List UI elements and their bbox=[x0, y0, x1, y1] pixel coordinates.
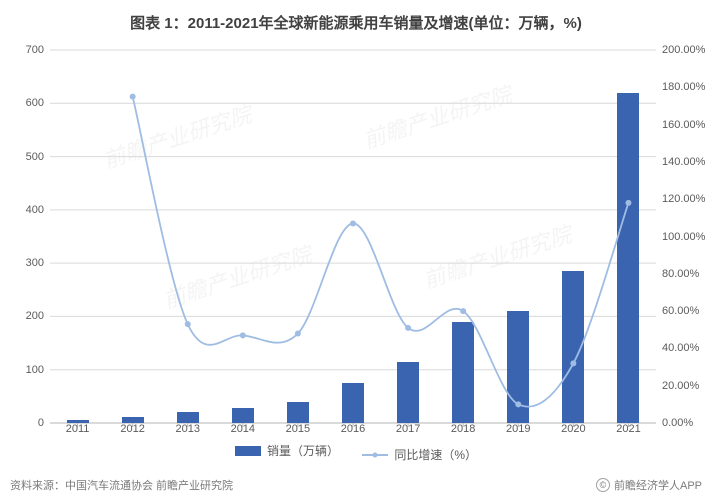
x-tick: 2011 bbox=[66, 423, 90, 435]
y-right-tick: 120.00% bbox=[662, 193, 705, 205]
x-axis: 2011 2012 2013 2014 2015 2016 2017 2018 2019 2020… bbox=[50, 423, 656, 439]
x-tick: 2016 bbox=[341, 423, 365, 435]
y-left-tick: 600 bbox=[26, 97, 44, 109]
x-tick: 2021 bbox=[616, 423, 640, 435]
x-tick: 2018 bbox=[451, 423, 475, 435]
chart-container: 图表 1：2011-2021年全球新能源乘用车销量及增速(单位：万辆，%) 前瞻… bbox=[0, 0, 712, 501]
legend-item-bar: 销量（万辆） bbox=[235, 442, 339, 459]
x-tick: 2019 bbox=[506, 423, 530, 435]
y-right-tick: 100.00% bbox=[662, 231, 705, 243]
legend: 销量（万辆） 同比增速（%） bbox=[0, 442, 712, 463]
legend-item-line: 同比增速（%） bbox=[362, 446, 477, 463]
legend-label-bar: 销量（万辆） bbox=[267, 442, 339, 459]
legend-swatch-line bbox=[362, 454, 388, 456]
y-axis-left: 0100200300400500600700 bbox=[0, 50, 50, 423]
x-tick: 2015 bbox=[286, 423, 310, 435]
y-left-tick: 0 bbox=[38, 417, 44, 429]
y-right-tick: 60.00% bbox=[662, 305, 699, 317]
y-right-tick: 200.00% bbox=[662, 44, 705, 56]
x-tick: 2020 bbox=[561, 423, 585, 435]
x-tick: 2014 bbox=[231, 423, 255, 435]
y-left-tick: 300 bbox=[26, 257, 44, 269]
y-right-tick: 140.00% bbox=[662, 156, 705, 168]
y-right-tick: 40.00% bbox=[662, 342, 699, 354]
x-tick: 2013 bbox=[175, 423, 199, 435]
copyright-icon: © bbox=[596, 478, 610, 492]
y-right-tick: 160.00% bbox=[662, 119, 705, 131]
line-series bbox=[50, 50, 656, 423]
legend-swatch-bar bbox=[235, 446, 261, 456]
y-axis-right: 0.00%20.00%40.00%60.00%80.00%100.00%120.… bbox=[656, 50, 712, 423]
legend-label-line: 同比增速（%） bbox=[394, 446, 477, 463]
chart-title: 图表 1：2011-2021年全球新能源乘用车销量及增速(单位：万辆，%) bbox=[0, 0, 712, 33]
y-left-tick: 100 bbox=[26, 364, 44, 376]
footer-right: © 前瞻经济学人APP bbox=[596, 477, 702, 493]
x-tick: 2012 bbox=[120, 423, 144, 435]
x-tick: 2017 bbox=[396, 423, 420, 435]
plot-area bbox=[50, 50, 656, 423]
footer-right-text: 前瞻经济学人APP bbox=[614, 477, 702, 493]
y-left-tick: 200 bbox=[26, 310, 44, 322]
y-right-tick: 180.00% bbox=[662, 81, 705, 93]
footer-source: 资料来源：中国汽车流通协会 前瞻产业研究院 bbox=[10, 477, 233, 493]
y-left-tick: 400 bbox=[26, 204, 44, 216]
y-right-tick: 0.00% bbox=[662, 417, 693, 429]
y-left-tick: 500 bbox=[26, 151, 44, 163]
y-left-tick: 700 bbox=[26, 44, 44, 56]
y-right-tick: 20.00% bbox=[662, 380, 699, 392]
y-right-tick: 80.00% bbox=[662, 268, 699, 280]
